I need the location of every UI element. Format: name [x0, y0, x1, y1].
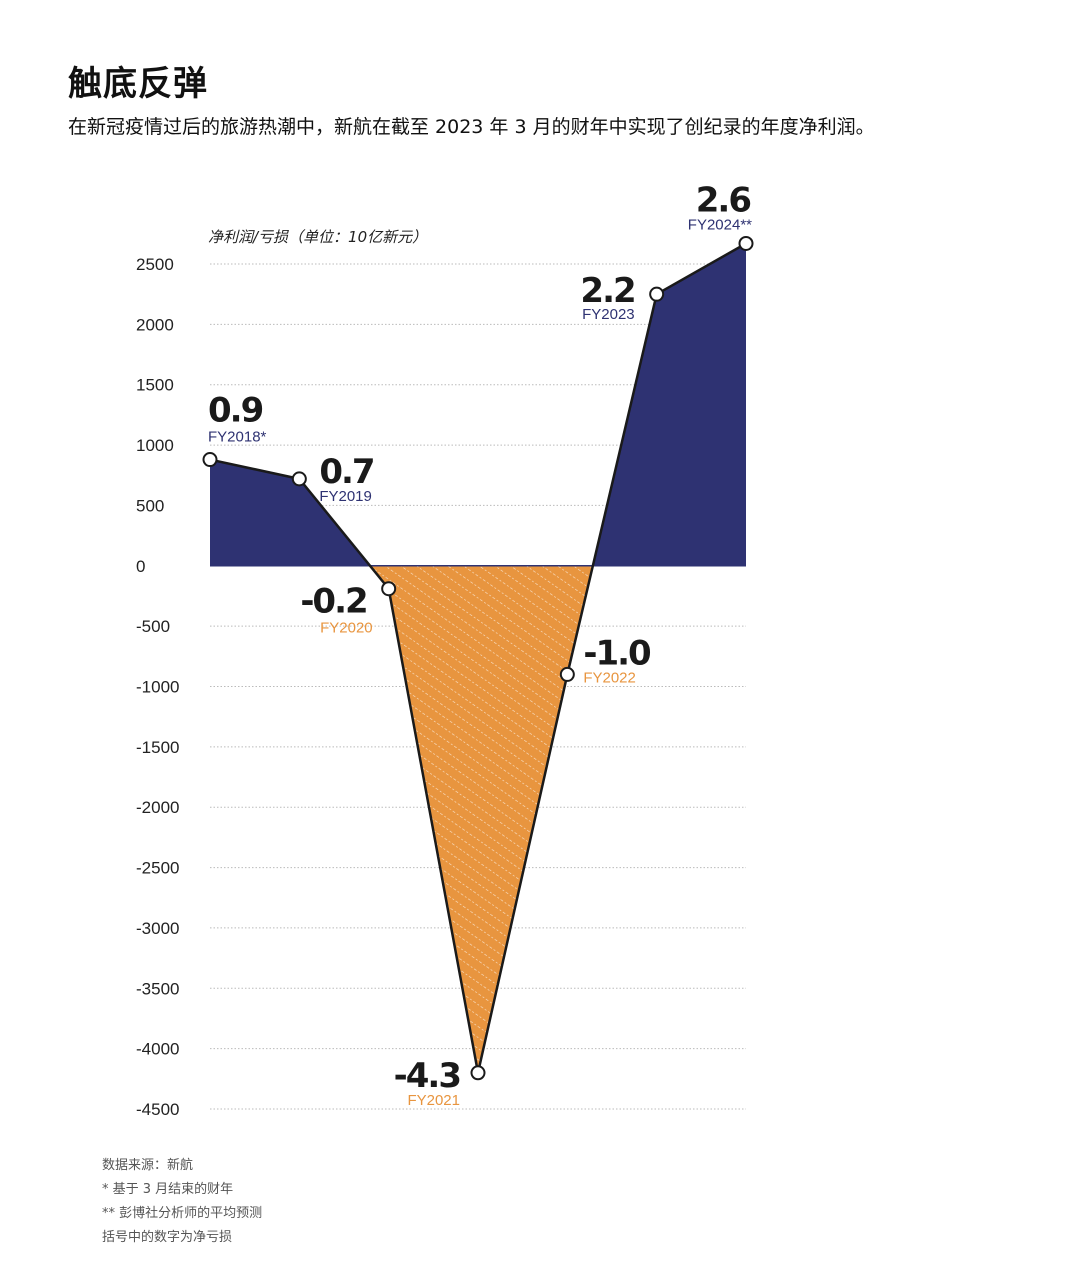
y-tick-label: 0: [136, 557, 145, 576]
data-point: [381, 581, 397, 597]
y-tick-label: 2000: [136, 315, 174, 334]
footnotes: 数据来源：新航 * 基于 3 月结束的财年 ** 彭博社分析师的平均预测 括号中…: [102, 1154, 262, 1250]
y-tick-label: -500: [136, 617, 170, 636]
profit-area: [592, 243, 746, 566]
y-axis: 2500 2000 1500 1000 500 0 -500 -1000 -1500 -2000 -…: [136, 255, 179, 1119]
footnote-loss: 括号中的数字为净亏损: [102, 1230, 233, 1245]
footnote-forecast: ** 彭博社分析师的平均预测: [102, 1206, 263, 1221]
y-tick-label: -3500: [136, 979, 179, 998]
data-value-label: -1.0: [583, 633, 651, 673]
data-point: [559, 666, 575, 682]
data-point: [738, 235, 754, 251]
y-tick-label: -3000: [136, 919, 179, 938]
y-tick-label: -1500: [136, 738, 179, 757]
y-tick-label: 1000: [136, 436, 174, 455]
category-label: FY2020: [320, 620, 373, 637]
y-tick-label: -4500: [136, 1100, 179, 1119]
y-axis-title: 净利润/亏损（单位：10亿新元）: [208, 228, 427, 246]
category-label: FY2018*: [208, 429, 267, 446]
y-tick-label: 500: [136, 496, 164, 515]
data-value-label: -0.2: [300, 582, 366, 622]
data-point: [202, 452, 218, 468]
source-note: 数据来源：新航: [102, 1158, 194, 1173]
category-label: FY2023: [582, 306, 635, 323]
y-tick-label: -1000: [136, 678, 179, 697]
y-tick-label: -2500: [136, 859, 179, 878]
y-tick-label: 1500: [136, 376, 174, 395]
y-tick-label: -2000: [136, 798, 179, 817]
data-point: [470, 1065, 486, 1081]
category-label: FY2022: [583, 669, 636, 686]
data-value-label: 0.7: [319, 452, 373, 492]
y-tick-label: -4000: [136, 1040, 179, 1059]
y-tick-label: 2500: [136, 255, 174, 274]
loss-area-hatch: [370, 565, 593, 1073]
data-point: [649, 286, 665, 302]
data-value-label: 2.6: [696, 180, 751, 220]
data-points: [202, 235, 754, 1081]
profit-area: [210, 459, 370, 566]
data-value-label: -4.3: [394, 1056, 460, 1096]
category-label: FY2021: [407, 1092, 460, 1109]
chart-title: 触底反弹: [68, 64, 208, 104]
footnote-fy-basis: * 基于 3 月结束的财年: [102, 1182, 234, 1197]
chart-subtitle: 在新冠疫情过后的旅游热潮中，新航在截至 2023 年 3 月的财年中实现了创纪录…: [68, 116, 875, 138]
data-value-label: 2.2: [580, 271, 634, 311]
category-label: FY2019: [319, 488, 372, 505]
data-point: [291, 471, 307, 487]
area-fills: [210, 243, 746, 1073]
category-label: FY2024**: [688, 216, 752, 233]
data-value-label: 0.9: [208, 391, 263, 431]
